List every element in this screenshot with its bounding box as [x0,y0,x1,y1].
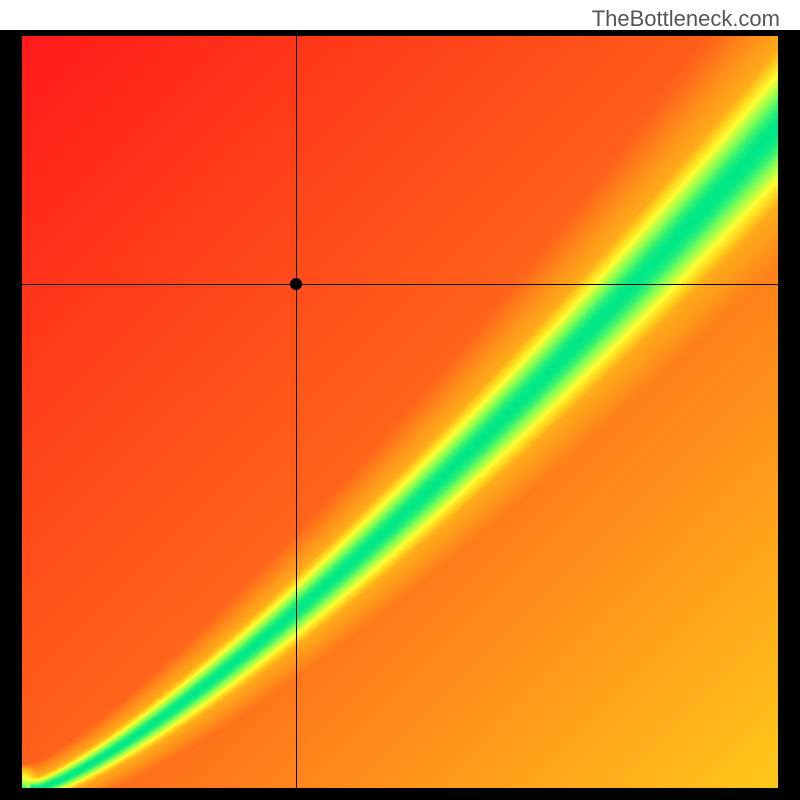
crosshair-marker [290,278,302,290]
heatmap-canvas [22,36,778,788]
crosshair-horizontal [22,284,778,285]
watermark-text: TheBottleneck.com [592,6,780,32]
plot-area [22,36,778,788]
chart-frame [0,30,800,800]
crosshair-vertical [296,36,297,788]
chart-container: TheBottleneck.com [0,0,800,800]
